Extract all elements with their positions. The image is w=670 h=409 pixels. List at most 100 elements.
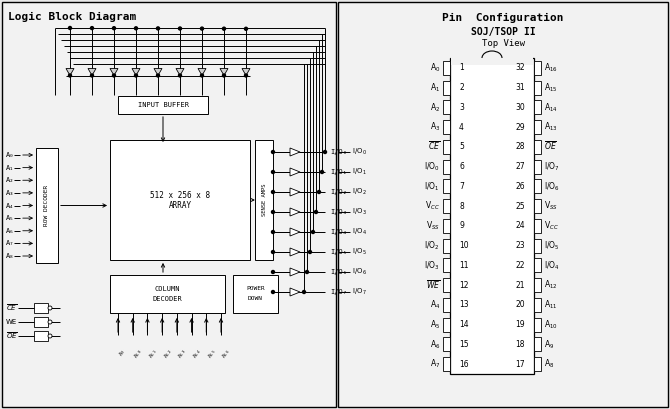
Bar <box>443 120 450 134</box>
Text: 10: 10 <box>459 241 468 250</box>
Text: ROW DECODER: ROW DECODER <box>44 185 50 226</box>
Bar <box>451 57 533 65</box>
Text: 26: 26 <box>515 182 525 191</box>
Text: A$_9$: A$_9$ <box>544 338 554 351</box>
Bar <box>443 298 450 312</box>
Circle shape <box>48 334 52 338</box>
Polygon shape <box>88 68 96 76</box>
Text: I/O$_0$: I/O$_0$ <box>424 160 440 173</box>
Text: 32: 32 <box>515 63 525 72</box>
Text: I/O$_7$: I/O$_7$ <box>544 160 560 173</box>
Text: A$_3$: A$_3$ <box>429 121 440 133</box>
Text: A$_5$: A$_5$ <box>430 318 440 331</box>
Text: $\overline{CE}$: $\overline{CE}$ <box>6 303 17 313</box>
Text: DOWN: DOWN <box>248 297 263 301</box>
Bar <box>534 317 541 332</box>
Text: 19: 19 <box>515 320 525 329</box>
Circle shape <box>200 74 204 77</box>
Circle shape <box>90 74 94 77</box>
Circle shape <box>178 27 182 30</box>
Circle shape <box>308 250 312 254</box>
Text: V$_{CC}$: V$_{CC}$ <box>425 200 440 212</box>
Text: I/O₄: I/O₄ <box>330 229 347 235</box>
Text: 5: 5 <box>459 142 464 151</box>
Text: A$_8$: A$_8$ <box>544 358 554 371</box>
Circle shape <box>157 74 159 77</box>
Bar <box>34 303 48 313</box>
Text: I/O$_5$: I/O$_5$ <box>352 247 366 257</box>
Text: 17: 17 <box>515 360 525 369</box>
Text: A$_1$: A$_1$ <box>430 81 440 94</box>
Text: POWER: POWER <box>246 286 265 292</box>
Text: I/O$_6$: I/O$_6$ <box>352 267 367 277</box>
Bar <box>443 278 450 292</box>
Text: A$_{15}$: A$_{15}$ <box>544 81 557 94</box>
Polygon shape <box>290 148 300 156</box>
Circle shape <box>245 74 247 77</box>
Text: I/O$_4$: I/O$_4$ <box>352 227 367 237</box>
Bar <box>255 140 273 260</box>
Text: 1: 1 <box>459 63 464 72</box>
Polygon shape <box>242 68 250 76</box>
Text: 18: 18 <box>515 340 525 349</box>
Polygon shape <box>290 188 300 196</box>
Bar <box>534 298 541 312</box>
Text: 23: 23 <box>515 241 525 250</box>
Bar <box>443 219 450 233</box>
Text: 22: 22 <box>515 261 525 270</box>
Circle shape <box>324 151 326 153</box>
Circle shape <box>271 250 275 254</box>
Text: 9: 9 <box>459 221 464 230</box>
Text: A₇: A₇ <box>6 240 15 246</box>
Text: 6: 6 <box>459 162 464 171</box>
Bar <box>34 317 48 327</box>
Text: 24: 24 <box>515 221 525 230</box>
Text: A₁₀: A₁₀ <box>134 348 143 359</box>
Text: 3: 3 <box>459 103 464 112</box>
Text: WE: WE <box>6 319 17 325</box>
Text: I/O₀: I/O₀ <box>330 149 347 155</box>
Bar <box>443 337 450 351</box>
Text: A$_{10}$: A$_{10}$ <box>544 318 558 331</box>
Circle shape <box>320 171 324 173</box>
Text: INPUT BUFFER: INPUT BUFFER <box>137 102 188 108</box>
Text: A$_0$: A$_0$ <box>429 62 440 74</box>
Text: A₂: A₂ <box>6 177 15 183</box>
Text: Pin  Configuration: Pin Configuration <box>442 13 563 23</box>
Bar <box>110 140 250 260</box>
Circle shape <box>48 320 52 324</box>
Text: A₀: A₀ <box>6 152 15 158</box>
Circle shape <box>90 27 94 29</box>
Text: I/O$_2$: I/O$_2$ <box>352 187 366 197</box>
Text: 20: 20 <box>515 300 525 309</box>
Text: 30: 30 <box>515 103 525 112</box>
Bar <box>534 100 541 115</box>
Text: A₆: A₆ <box>6 228 15 234</box>
Circle shape <box>200 27 204 30</box>
Polygon shape <box>154 68 162 76</box>
Bar <box>534 357 541 371</box>
Bar <box>338 2 668 407</box>
Text: Logic Block Diagram: Logic Block Diagram <box>8 12 136 22</box>
Text: 14: 14 <box>459 320 468 329</box>
Text: A$_{16}$: A$_{16}$ <box>544 62 558 74</box>
Text: $\overline{CE}$: $\overline{CE}$ <box>428 141 440 153</box>
Circle shape <box>135 27 137 30</box>
Text: I/O$_1$: I/O$_1$ <box>352 167 366 177</box>
Bar <box>443 317 450 332</box>
Polygon shape <box>290 168 300 176</box>
Text: 7: 7 <box>459 182 464 191</box>
Bar <box>534 219 541 233</box>
Bar <box>110 275 225 313</box>
Text: I/O₆: I/O₆ <box>330 269 347 275</box>
Bar <box>443 140 450 154</box>
Text: 12: 12 <box>459 281 468 290</box>
Text: 15: 15 <box>459 340 468 349</box>
Polygon shape <box>290 268 300 276</box>
Text: 25: 25 <box>515 202 525 211</box>
Bar <box>534 61 541 75</box>
Circle shape <box>222 74 226 77</box>
Text: 11: 11 <box>459 261 468 270</box>
Text: A$_7$: A$_7$ <box>429 358 440 371</box>
Text: A$_4$: A$_4$ <box>429 299 440 311</box>
